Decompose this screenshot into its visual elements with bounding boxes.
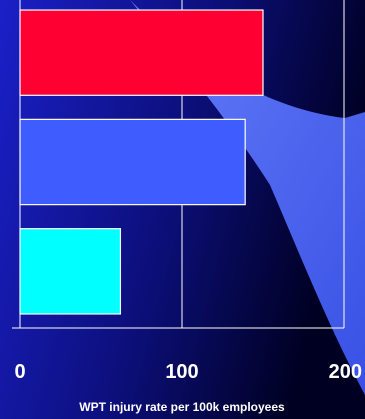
x-tick-label-200: 200 [329, 361, 362, 383]
x-tick-label-100: 100 [165, 361, 198, 383]
bar-3 [19, 228, 122, 315]
x-tick-label-0: 0 [14, 361, 25, 383]
x-tick-labels: 0 100 200 [14, 361, 362, 383]
bar-1 [19, 9, 264, 96]
decorative-swoosh [130, 0, 365, 395]
bars [19, 9, 264, 315]
bar-2 [19, 118, 246, 206]
axes [12, 0, 344, 329]
x-axis-label: WPT injury rate per 100k employees [79, 400, 285, 414]
